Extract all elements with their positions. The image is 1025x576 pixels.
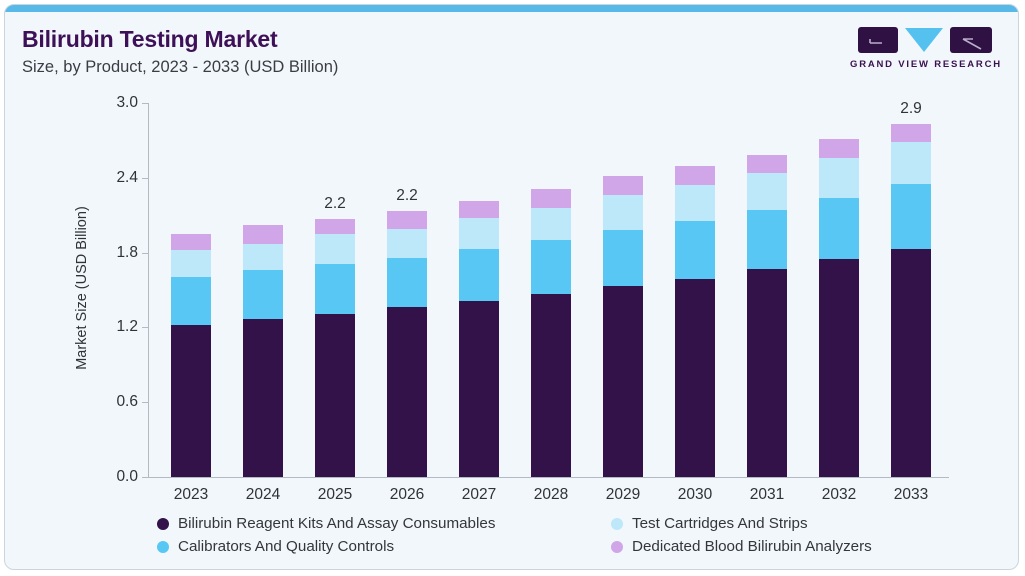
- bar-2026-segment-1[interactable]: [387, 257, 427, 308]
- bar-2023-segment-3[interactable]: [171, 233, 211, 251]
- bar-2032-segment-1[interactable]: [819, 197, 859, 259]
- bar-total-label-2025: 2.2: [324, 194, 346, 212]
- y-axis-line: [148, 102, 149, 477]
- bar-2024-segment-0[interactable]: [243, 318, 283, 477]
- bar-2025-segment-3[interactable]: [315, 218, 355, 234]
- bar-2027-segment-3[interactable]: [459, 201, 499, 218]
- x-tick-2033: 2033: [893, 486, 929, 503]
- bar-2025-segment-2[interactable]: [315, 233, 355, 264]
- legend-dot-1: [611, 517, 623, 530]
- y-tick-mark-3.0: [142, 102, 148, 104]
- bar-2029-segment-0[interactable]: [603, 286, 643, 477]
- x-axis-line: [148, 477, 949, 478]
- bar-total-label-2033: 2.9: [900, 100, 922, 118]
- x-tick-2024: 2024: [245, 486, 281, 503]
- bar-2031-segment-0[interactable]: [747, 268, 787, 477]
- logo-r-icon: [950, 27, 992, 53]
- legend-dot-0: [157, 517, 169, 530]
- bar-2023-segment-1[interactable]: [171, 277, 211, 325]
- y-tick-label-1.8: 1.8: [116, 243, 138, 261]
- gvr-logo-shapes: [850, 27, 1000, 53]
- bar-2032-segment-2[interactable]: [819, 157, 859, 198]
- logo-g-icon: [858, 27, 898, 53]
- bar-2033-segment-3[interactable]: [891, 124, 931, 142]
- bar-2023-segment-0[interactable]: [171, 324, 211, 477]
- x-tick-2026: 2026: [389, 486, 425, 503]
- legend-item-0[interactable]: Bilirubin Reagent Kits And Assay Consuma…: [157, 515, 495, 532]
- y-tick-mark-2.4: [142, 177, 148, 179]
- bar-2028-segment-2[interactable]: [531, 207, 571, 241]
- bar-2030-segment-2[interactable]: [675, 185, 715, 222]
- y-tick-label-1.2: 1.2: [116, 318, 138, 336]
- y-tick-mark-0.6: [142, 402, 148, 404]
- y-tick-mark-0.0: [142, 477, 148, 478]
- bar-2025-segment-0[interactable]: [315, 313, 355, 477]
- top-accent-bar: [5, 5, 1018, 12]
- bar-2028-segment-3[interactable]: [531, 188, 571, 208]
- x-tick-2029: 2029: [605, 486, 641, 503]
- bar-2031-segment-3[interactable]: [747, 155, 787, 173]
- bar-2029-segment-3[interactable]: [603, 176, 643, 196]
- gvr-logo: GRAND VIEW RESEARCH: [850, 27, 1000, 70]
- logo-triangle-icon: [905, 28, 943, 52]
- bar-2025-segment-1[interactable]: [315, 263, 355, 314]
- chart-subtitle: Size, by Product, 2023 - 2033 (USD Billi…: [22, 58, 339, 76]
- legend-label-2: Calibrators And Quality Controls: [178, 538, 395, 555]
- legend-label-0: Bilirubin Reagent Kits And Assay Consuma…: [178, 515, 496, 532]
- bar-2029-segment-2[interactable]: [603, 195, 643, 231]
- plot-area: 0.0 0.6 1.2 1.8 2.4 3.0 2023 2024 2025 2026 2027 20…: [5, 5, 1018, 569]
- legend-dot-3: [611, 540, 623, 553]
- bar-2027-segment-0[interactable]: [459, 301, 499, 477]
- bar-2024-segment-3[interactable]: [243, 225, 283, 244]
- x-tick-2032: 2032: [821, 486, 857, 503]
- bar-2024-segment-1[interactable]: [243, 269, 283, 319]
- bar-2028-segment-0[interactable]: [531, 293, 571, 477]
- x-tick-2031: 2031: [749, 486, 785, 503]
- chart-card: Bilirubin Testing Market Size, by Produc…: [4, 4, 1019, 570]
- y-tick-label-0.0: 0.0: [116, 468, 138, 485]
- bar-2028-segment-1[interactable]: [531, 240, 571, 294]
- y-tick-mark-1.8: [142, 252, 148, 254]
- logo-text: GRAND VIEW RESEARCH: [850, 59, 1002, 70]
- x-tick-2027: 2027: [461, 486, 497, 503]
- legend-item-3[interactable]: Dedicated Blood Bilirubin Analyzers: [611, 538, 872, 555]
- x-tick-2028: 2028: [533, 486, 569, 503]
- bar-2026-segment-3[interactable]: [387, 211, 427, 229]
- bar-2026-segment-0[interactable]: [387, 307, 427, 477]
- y-tick-mark-1.2: [142, 327, 148, 329]
- bar-2027-segment-1[interactable]: [459, 248, 499, 302]
- bar-2024-segment-2[interactable]: [243, 243, 283, 270]
- bar-2032-segment-3[interactable]: [819, 139, 859, 158]
- chart-title: Bilirubin Testing Market: [22, 26, 278, 52]
- y-tick-label-0.6: 0.6: [116, 393, 138, 411]
- bar-2023-segment-2[interactable]: [171, 250, 211, 278]
- bar-2033-segment-1[interactable]: [891, 183, 931, 249]
- legend-item-1[interactable]: Test Cartridges And Strips: [611, 515, 808, 532]
- legend-label-3: Dedicated Blood Bilirubin Analyzers: [632, 538, 872, 555]
- bar-2030-segment-1[interactable]: [675, 221, 715, 279]
- legend-dot-2: [157, 540, 169, 553]
- legend-label-1: Test Cartridges And Strips: [632, 515, 808, 532]
- y-tick-label-2.4: 2.4: [116, 168, 138, 186]
- x-tick-2025: 2025: [317, 486, 353, 503]
- legend-item-2[interactable]: Calibrators And Quality Controls: [157, 538, 394, 555]
- bar-2027-segment-2[interactable]: [459, 217, 499, 249]
- bar-2031-segment-1[interactable]: [747, 210, 787, 269]
- bar-total-label-2026: 2.2: [396, 187, 418, 205]
- bar-2026-segment-2[interactable]: [387, 228, 427, 258]
- bar-2033-segment-0[interactable]: [891, 248, 931, 477]
- bar-2029-segment-1[interactable]: [603, 230, 643, 287]
- bar-2033-segment-2[interactable]: [891, 141, 931, 184]
- bar-2030-segment-3[interactable]: [675, 166, 715, 186]
- x-tick-2023: 2023: [173, 486, 209, 503]
- x-tick-2030: 2030: [677, 486, 713, 503]
- bar-2031-segment-2[interactable]: [747, 172, 787, 211]
- bar-2030-segment-0[interactable]: [675, 278, 715, 477]
- y-tick-label-3.0: 3.0: [116, 93, 138, 111]
- bar-2032-segment-0[interactable]: [819, 258, 859, 477]
